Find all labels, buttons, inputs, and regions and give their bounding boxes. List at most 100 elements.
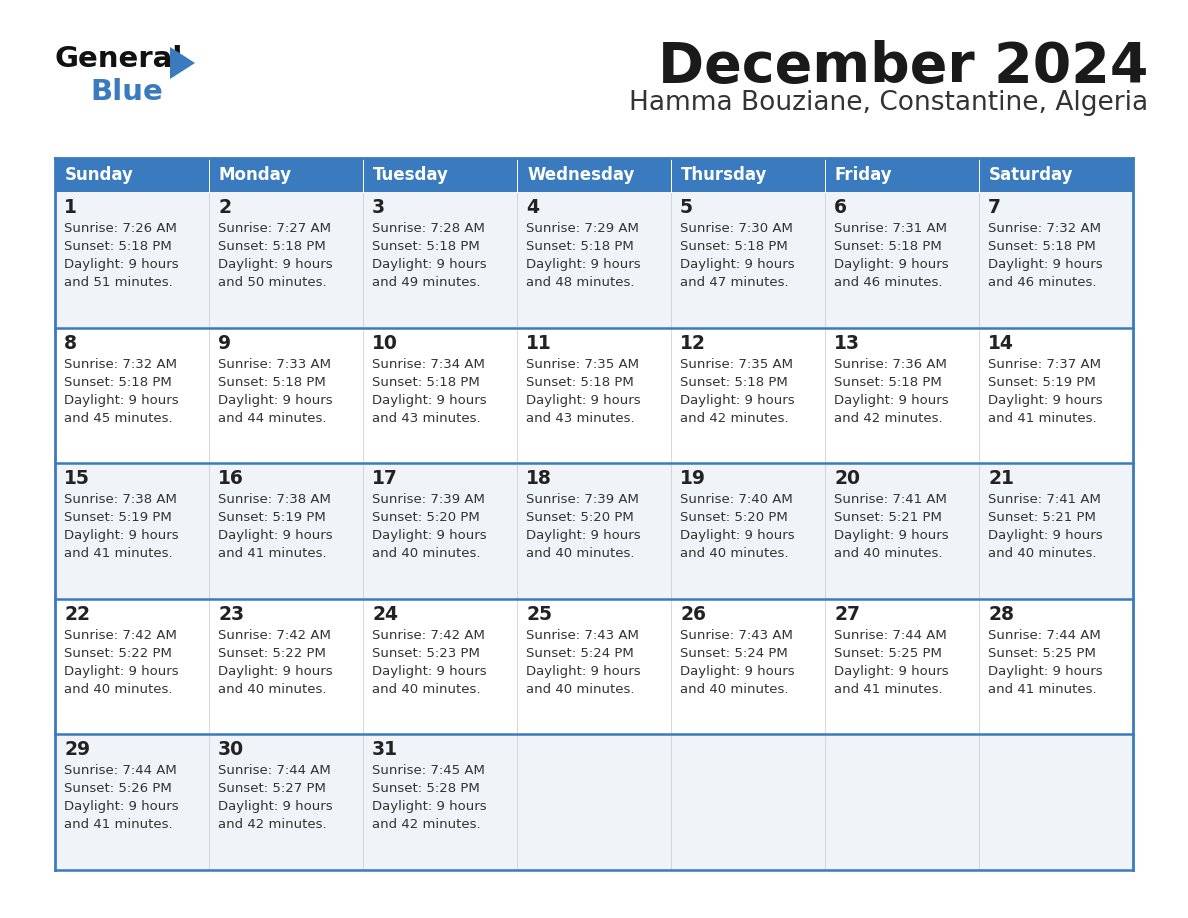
Text: Sunrise: 7:44 AM: Sunrise: 7:44 AM bbox=[988, 629, 1101, 642]
Text: and 41 minutes.: and 41 minutes. bbox=[219, 547, 327, 560]
Bar bbox=[209, 158, 364, 192]
Text: Sunset: 5:21 PM: Sunset: 5:21 PM bbox=[988, 511, 1095, 524]
Text: Sunrise: 7:32 AM: Sunrise: 7:32 AM bbox=[64, 358, 177, 371]
Bar bbox=[824, 734, 979, 870]
Text: Daylight: 9 hours: Daylight: 9 hours bbox=[372, 800, 487, 813]
Text: Sunrise: 7:38 AM: Sunrise: 7:38 AM bbox=[64, 493, 177, 506]
Text: Daylight: 9 hours: Daylight: 9 hours bbox=[219, 394, 333, 407]
Text: and 45 minutes.: and 45 minutes. bbox=[64, 411, 172, 425]
Text: Sunrise: 7:35 AM: Sunrise: 7:35 AM bbox=[680, 358, 794, 371]
Text: Sunset: 5:18 PM: Sunset: 5:18 PM bbox=[526, 375, 633, 388]
Text: Sunrise: 7:36 AM: Sunrise: 7:36 AM bbox=[834, 358, 947, 371]
Text: Daylight: 9 hours: Daylight: 9 hours bbox=[526, 258, 640, 271]
Text: 17: 17 bbox=[372, 469, 398, 488]
Text: and 42 minutes.: and 42 minutes. bbox=[219, 819, 327, 832]
Text: and 50 minutes.: and 50 minutes. bbox=[219, 276, 327, 289]
Text: Sunset: 5:25 PM: Sunset: 5:25 PM bbox=[834, 647, 942, 660]
Text: Sunset: 5:25 PM: Sunset: 5:25 PM bbox=[988, 647, 1095, 660]
Text: and 41 minutes.: and 41 minutes. bbox=[834, 683, 942, 696]
Text: and 44 minutes.: and 44 minutes. bbox=[219, 411, 327, 425]
Text: 20: 20 bbox=[834, 469, 860, 488]
Bar bbox=[364, 734, 517, 870]
Text: 3: 3 bbox=[372, 198, 385, 217]
Text: Sunrise: 7:43 AM: Sunrise: 7:43 AM bbox=[680, 629, 792, 642]
Text: Sunrise: 7:37 AM: Sunrise: 7:37 AM bbox=[988, 358, 1101, 371]
Bar bbox=[824, 599, 979, 734]
Text: Sunrise: 7:31 AM: Sunrise: 7:31 AM bbox=[834, 222, 947, 235]
Text: December 2024: December 2024 bbox=[658, 40, 1148, 94]
Bar bbox=[55, 734, 209, 870]
Text: Blue: Blue bbox=[90, 78, 163, 106]
Text: 26: 26 bbox=[680, 605, 706, 624]
Text: Hamma Bouziane, Constantine, Algeria: Hamma Bouziane, Constantine, Algeria bbox=[628, 90, 1148, 116]
Text: 6: 6 bbox=[834, 198, 847, 217]
Text: Sunset: 5:18 PM: Sunset: 5:18 PM bbox=[526, 240, 633, 253]
Text: Sunset: 5:23 PM: Sunset: 5:23 PM bbox=[372, 647, 480, 660]
Text: Wednesday: Wednesday bbox=[527, 166, 634, 184]
Bar bbox=[824, 158, 979, 192]
Text: Sunset: 5:20 PM: Sunset: 5:20 PM bbox=[372, 511, 480, 524]
Text: Daylight: 9 hours: Daylight: 9 hours bbox=[834, 258, 949, 271]
Bar bbox=[824, 464, 979, 599]
Text: 22: 22 bbox=[64, 605, 90, 624]
Text: 11: 11 bbox=[526, 333, 551, 353]
Text: Sunrise: 7:26 AM: Sunrise: 7:26 AM bbox=[64, 222, 177, 235]
Text: Sunrise: 7:45 AM: Sunrise: 7:45 AM bbox=[372, 765, 485, 778]
Text: 30: 30 bbox=[219, 741, 244, 759]
Text: and 46 minutes.: and 46 minutes. bbox=[988, 276, 1097, 289]
Text: and 42 minutes.: and 42 minutes. bbox=[680, 411, 789, 425]
Text: Sunset: 5:19 PM: Sunset: 5:19 PM bbox=[988, 375, 1095, 388]
Text: 9: 9 bbox=[219, 333, 232, 353]
Text: Sunset: 5:27 PM: Sunset: 5:27 PM bbox=[219, 782, 326, 795]
Text: 29: 29 bbox=[64, 741, 90, 759]
Text: 31: 31 bbox=[372, 741, 398, 759]
Text: 15: 15 bbox=[64, 469, 90, 488]
Text: Sunset: 5:18 PM: Sunset: 5:18 PM bbox=[219, 240, 326, 253]
Text: Sunset: 5:19 PM: Sunset: 5:19 PM bbox=[64, 511, 172, 524]
Text: and 40 minutes.: and 40 minutes. bbox=[526, 683, 634, 696]
Text: and 49 minutes.: and 49 minutes. bbox=[372, 276, 480, 289]
Text: Sunrise: 7:41 AM: Sunrise: 7:41 AM bbox=[834, 493, 947, 506]
Text: General: General bbox=[55, 45, 183, 73]
Bar bbox=[517, 734, 671, 870]
Text: Sunrise: 7:34 AM: Sunrise: 7:34 AM bbox=[372, 358, 485, 371]
Text: 8: 8 bbox=[64, 333, 77, 353]
Bar bbox=[55, 464, 209, 599]
Text: 21: 21 bbox=[988, 469, 1013, 488]
Bar bbox=[671, 599, 824, 734]
Bar bbox=[979, 328, 1133, 464]
Text: Sunset: 5:21 PM: Sunset: 5:21 PM bbox=[834, 511, 942, 524]
Text: 28: 28 bbox=[988, 605, 1015, 624]
Text: Daylight: 9 hours: Daylight: 9 hours bbox=[64, 529, 178, 543]
Text: Sunset: 5:22 PM: Sunset: 5:22 PM bbox=[64, 647, 172, 660]
Text: Daylight: 9 hours: Daylight: 9 hours bbox=[64, 800, 178, 813]
Polygon shape bbox=[170, 47, 195, 79]
Text: Daylight: 9 hours: Daylight: 9 hours bbox=[834, 665, 949, 677]
Text: Tuesday: Tuesday bbox=[373, 166, 449, 184]
Text: Sunset: 5:22 PM: Sunset: 5:22 PM bbox=[219, 647, 326, 660]
Text: and 40 minutes.: and 40 minutes. bbox=[680, 683, 789, 696]
Text: and 43 minutes.: and 43 minutes. bbox=[526, 411, 634, 425]
Text: 13: 13 bbox=[834, 333, 860, 353]
Text: Daylight: 9 hours: Daylight: 9 hours bbox=[372, 665, 487, 677]
Text: and 40 minutes.: and 40 minutes. bbox=[372, 683, 480, 696]
Bar bbox=[671, 734, 824, 870]
Text: Sunset: 5:24 PM: Sunset: 5:24 PM bbox=[680, 647, 788, 660]
Bar bbox=[517, 158, 671, 192]
Bar bbox=[209, 599, 364, 734]
Text: Sunrise: 7:27 AM: Sunrise: 7:27 AM bbox=[219, 222, 331, 235]
Text: Daylight: 9 hours: Daylight: 9 hours bbox=[219, 258, 333, 271]
Text: 18: 18 bbox=[526, 469, 552, 488]
Text: Daylight: 9 hours: Daylight: 9 hours bbox=[64, 665, 178, 677]
Text: Daylight: 9 hours: Daylight: 9 hours bbox=[64, 394, 178, 407]
Text: Daylight: 9 hours: Daylight: 9 hours bbox=[680, 665, 795, 677]
Text: Sunrise: 7:40 AM: Sunrise: 7:40 AM bbox=[680, 493, 792, 506]
Text: 24: 24 bbox=[372, 605, 398, 624]
Text: Sunset: 5:18 PM: Sunset: 5:18 PM bbox=[219, 375, 326, 388]
Bar bbox=[209, 328, 364, 464]
Text: Daylight: 9 hours: Daylight: 9 hours bbox=[372, 394, 487, 407]
Text: Daylight: 9 hours: Daylight: 9 hours bbox=[680, 529, 795, 543]
Text: Sunrise: 7:42 AM: Sunrise: 7:42 AM bbox=[372, 629, 485, 642]
Bar bbox=[517, 328, 671, 464]
Text: Sunset: 5:18 PM: Sunset: 5:18 PM bbox=[372, 240, 480, 253]
